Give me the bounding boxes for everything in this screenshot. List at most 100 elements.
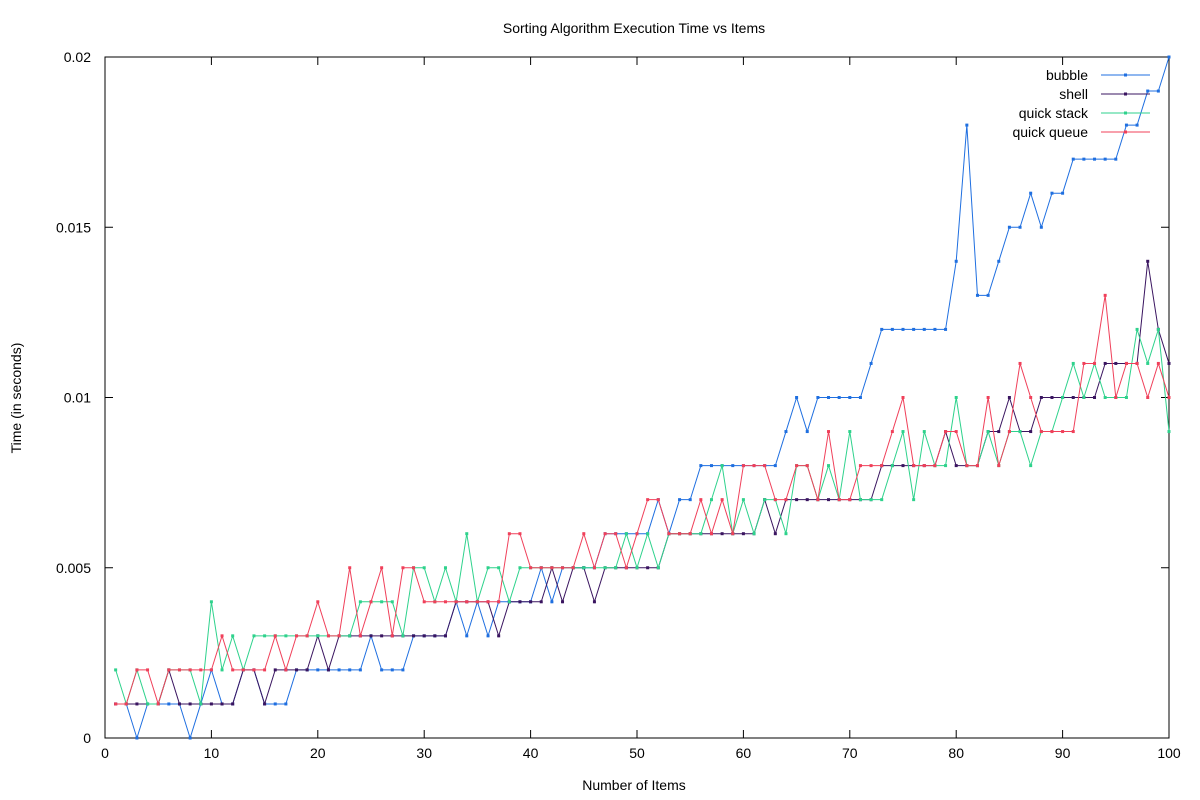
data-point-bubble xyxy=(1124,123,1128,127)
data-point-quick-stack xyxy=(231,634,235,638)
legend-label-quick-queue: quick queue xyxy=(1012,124,1088,140)
data-point-quick-queue xyxy=(741,464,745,468)
data-point-quick-queue xyxy=(571,566,575,570)
data-point-quick-queue xyxy=(326,634,330,638)
data-point-quick-stack xyxy=(1167,430,1171,434)
data-point-quick-queue xyxy=(231,668,235,672)
data-point-quick-queue xyxy=(380,566,384,570)
data-point-quick-stack xyxy=(720,464,724,468)
data-point-quick-stack xyxy=(1124,396,1128,399)
data-point-quick-stack xyxy=(1146,361,1150,365)
data-point-quick-queue xyxy=(667,532,671,536)
data-point-quick-queue xyxy=(295,634,299,638)
data-point-bubble xyxy=(1018,225,1022,229)
series-layer xyxy=(114,55,1171,740)
data-point-quick-stack xyxy=(1156,327,1160,331)
data-point-bubble xyxy=(1146,89,1150,93)
y-axis-label: Time (in seconds) xyxy=(8,343,24,454)
x-tick-label: 60 xyxy=(736,745,752,761)
data-point-bubble xyxy=(709,464,713,468)
data-point-quick-queue xyxy=(550,566,554,570)
data-point-shell xyxy=(741,532,745,536)
data-point-quick-queue xyxy=(177,668,181,672)
data-point-shell xyxy=(412,634,416,638)
data-point-quick-stack xyxy=(858,498,862,502)
data-point-quick-queue xyxy=(784,498,788,502)
data-point-quick-queue xyxy=(401,566,405,570)
data-point-quick-queue xyxy=(507,532,511,536)
data-point-bubble xyxy=(1135,123,1139,127)
data-point-quick-queue xyxy=(422,600,426,604)
data-point-bubble xyxy=(858,396,862,399)
data-point-quick-queue xyxy=(1007,430,1011,434)
data-point-quick-queue xyxy=(124,702,128,706)
data-point-quick-queue xyxy=(199,668,203,672)
x-tick-label: 10 xyxy=(204,745,220,761)
data-point-quick-stack xyxy=(465,532,469,536)
data-point-quick-stack xyxy=(646,532,650,536)
data-point-bubble xyxy=(1114,157,1118,161)
data-point-bubble xyxy=(880,327,884,331)
data-point-quick-queue xyxy=(273,634,277,638)
data-point-bubble xyxy=(1061,191,1065,195)
data-point-bubble xyxy=(1071,157,1075,161)
data-point-quick-queue xyxy=(1146,396,1150,399)
data-point-quick-queue xyxy=(369,600,373,604)
data-point-shell xyxy=(795,498,799,502)
data-point-shell xyxy=(422,634,426,638)
data-point-quick-queue xyxy=(1167,396,1171,399)
data-point-quick-stack xyxy=(263,634,267,638)
data-point-shell xyxy=(1093,396,1097,399)
data-point-bubble xyxy=(731,464,735,468)
data-point-quick-queue xyxy=(933,464,937,468)
data-point-quick-queue xyxy=(114,702,118,706)
data-point-shell xyxy=(380,634,384,638)
data-point-quick-stack xyxy=(741,498,745,502)
series-shell xyxy=(114,259,1171,706)
data-point-shell xyxy=(188,702,192,706)
data-point-shell xyxy=(997,430,1001,434)
data-point-quick-queue xyxy=(454,600,458,604)
data-point-quick-queue xyxy=(1039,430,1043,434)
data-point-quick-queue xyxy=(731,532,735,536)
data-point-bubble xyxy=(795,396,799,399)
data-point-shell xyxy=(539,600,543,604)
data-point-shell xyxy=(220,702,224,706)
data-point-quick-queue xyxy=(582,532,586,536)
data-point-quick-stack xyxy=(146,702,150,706)
data-point-quick-queue xyxy=(358,634,362,638)
x-tick-label: 90 xyxy=(1055,745,1071,761)
data-point-quick-queue xyxy=(475,600,479,604)
data-point-bubble xyxy=(986,293,990,297)
data-point-quick-queue xyxy=(348,566,352,570)
data-point-bubble xyxy=(699,464,703,468)
data-point-quick-queue xyxy=(241,668,245,672)
data-point-quick-queue xyxy=(412,566,416,570)
data-point-shell xyxy=(827,498,831,502)
data-point-bubble xyxy=(890,327,894,331)
data-point-quick-stack xyxy=(986,430,990,434)
data-point-shell xyxy=(1146,259,1150,263)
data-point-quick-queue xyxy=(635,532,639,536)
data-point-bubble xyxy=(773,464,777,468)
data-point-quick-stack xyxy=(401,634,405,638)
data-point-shell xyxy=(646,566,650,570)
y-tick-label: 0.01 xyxy=(64,390,91,406)
data-point-quick-queue xyxy=(699,498,703,502)
data-point-bubble xyxy=(465,634,469,638)
data-point-shell xyxy=(529,600,533,604)
data-point-bubble xyxy=(933,327,937,331)
x-tick-label: 20 xyxy=(310,745,326,761)
data-point-quick-queue xyxy=(965,464,969,468)
data-point-quick-queue xyxy=(890,430,894,434)
legend-marker-quick-stack xyxy=(1124,111,1127,115)
data-point-bubble xyxy=(1167,55,1171,59)
data-point-shell xyxy=(135,702,139,706)
data-point-quick-queue xyxy=(678,532,682,536)
data-point-quick-stack xyxy=(497,566,501,570)
data-point-bubble xyxy=(486,634,490,638)
data-point-quick-stack xyxy=(252,634,256,638)
legend-marker-shell xyxy=(1124,92,1127,96)
data-point-quick-queue xyxy=(146,668,150,672)
data-point-bubble xyxy=(550,600,554,604)
